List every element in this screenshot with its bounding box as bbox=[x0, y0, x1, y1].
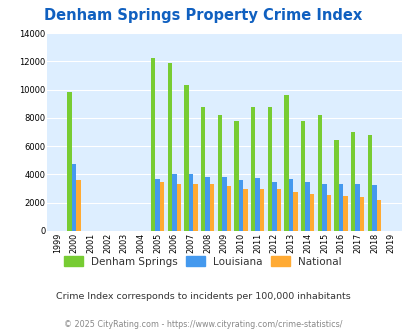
Bar bbox=[359, 197, 364, 231]
Bar bbox=[292, 192, 297, 231]
Bar bbox=[167, 63, 172, 231]
Bar bbox=[367, 135, 371, 231]
Bar bbox=[172, 175, 176, 231]
Bar bbox=[309, 194, 314, 231]
Text: © 2025 CityRating.com - https://www.cityrating.com/crime-statistics/: © 2025 CityRating.com - https://www.city… bbox=[64, 320, 341, 329]
Bar bbox=[238, 180, 243, 231]
Bar bbox=[67, 92, 72, 231]
Bar bbox=[371, 185, 376, 231]
Bar bbox=[321, 183, 326, 231]
Text: Crime Index corresponds to incidents per 100,000 inhabitants: Crime Index corresponds to incidents per… bbox=[55, 292, 350, 301]
Bar bbox=[160, 182, 164, 231]
Bar bbox=[305, 182, 309, 231]
Bar bbox=[338, 183, 343, 231]
Bar bbox=[217, 115, 222, 231]
Bar bbox=[243, 188, 247, 231]
Bar bbox=[234, 121, 238, 231]
Bar bbox=[209, 184, 214, 231]
Bar bbox=[226, 186, 230, 231]
Bar bbox=[255, 178, 259, 231]
Bar bbox=[317, 115, 321, 231]
Bar bbox=[271, 182, 276, 231]
Bar bbox=[151, 58, 155, 231]
Bar bbox=[284, 94, 288, 231]
Bar bbox=[288, 180, 292, 231]
Bar bbox=[350, 132, 355, 231]
Bar bbox=[76, 180, 81, 231]
Bar bbox=[267, 107, 271, 231]
Bar bbox=[205, 177, 209, 231]
Bar bbox=[72, 164, 76, 231]
Bar bbox=[200, 107, 205, 231]
Bar bbox=[300, 121, 305, 231]
Bar bbox=[276, 189, 280, 231]
Text: Denham Springs Property Crime Index: Denham Springs Property Crime Index bbox=[44, 8, 361, 23]
Bar bbox=[176, 183, 181, 231]
Bar bbox=[376, 200, 380, 231]
Bar bbox=[355, 183, 359, 231]
Bar bbox=[326, 195, 330, 231]
Bar bbox=[193, 184, 197, 231]
Bar bbox=[188, 174, 193, 231]
Legend: Denham Springs, Louisiana, National: Denham Springs, Louisiana, National bbox=[62, 254, 343, 269]
Bar bbox=[155, 179, 160, 231]
Bar bbox=[250, 107, 255, 231]
Bar bbox=[222, 177, 226, 231]
Bar bbox=[184, 85, 188, 231]
Bar bbox=[259, 189, 264, 231]
Bar bbox=[343, 196, 347, 231]
Bar bbox=[333, 140, 338, 231]
